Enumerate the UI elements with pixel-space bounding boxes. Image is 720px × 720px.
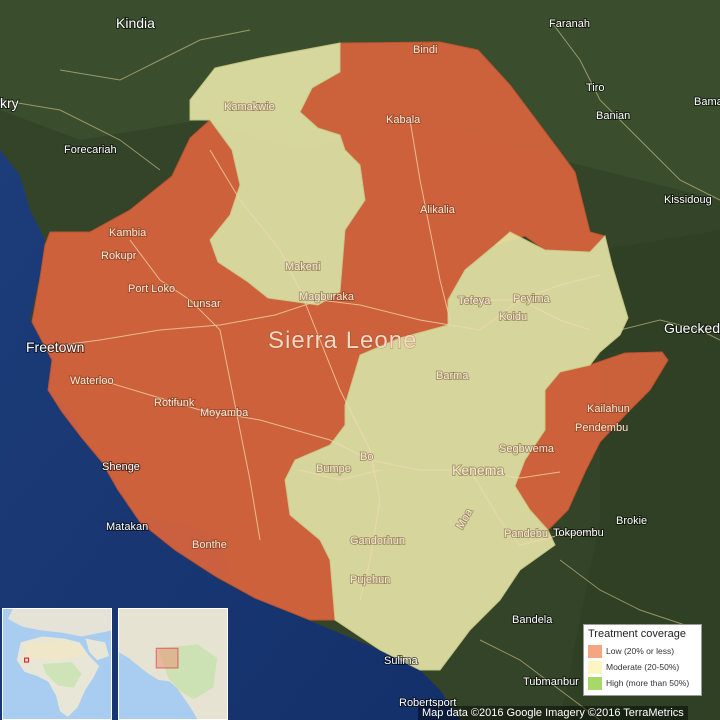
place-brokie: Brokie xyxy=(616,515,647,527)
place-rokupr: Rokupr xyxy=(101,250,137,262)
region-inset-svg xyxy=(119,609,227,719)
place-bama: Bama xyxy=(694,96,720,108)
arabia-shape xyxy=(85,638,110,661)
place-tiro: Tiro xyxy=(586,82,605,94)
place-rotifunk: Rotifunk xyxy=(154,397,195,409)
place-robertsport: Robertsport xyxy=(399,697,456,709)
place-banian: Banian xyxy=(596,110,630,122)
region-moderate-north xyxy=(189,42,366,306)
place-gueckedou: Gueckedo xyxy=(664,320,720,336)
legend-item-low: Low (20% or less) xyxy=(588,643,697,659)
map-attribution[interactable]: Map data ©2016 Google Imagery ©2016 Terr… xyxy=(418,706,688,720)
place-kabala: Kabala xyxy=(386,114,421,126)
place-gandorhun: Gandorhun xyxy=(350,535,405,547)
place-bo: Bo xyxy=(360,451,373,463)
legend-label-high: High (more than 50%) xyxy=(606,678,690,688)
place-kailahun: Kailahun xyxy=(587,403,630,415)
sierra-leone-box xyxy=(155,647,179,669)
place-alikalia: Alikalia xyxy=(420,204,456,216)
roads-outside xyxy=(0,19,720,720)
place-faranah: Faranah xyxy=(549,18,590,30)
place-matakan: Matakan xyxy=(106,521,148,533)
country-label: Sierra Leone xyxy=(268,327,417,354)
place-pendembu: Pendembu xyxy=(575,422,628,434)
legend-title: Treatment coverage xyxy=(588,628,687,640)
place-lunsar: Lunsar xyxy=(187,298,221,310)
place-shenge: Shenge xyxy=(102,461,140,473)
place-kambia: Kambia xyxy=(109,227,147,239)
place-moyamba: Moyamba xyxy=(200,407,249,419)
legend-swatch-moderate xyxy=(588,660,602,674)
sierra-leone-marker xyxy=(24,657,30,663)
legend: Treatment coverage Low (20% or less) Mod… xyxy=(583,624,702,696)
place-bonthe: Bonthe xyxy=(192,539,227,551)
legend-item-high: High (more than 50%) xyxy=(588,675,697,691)
inset-map-west-africa[interactable] xyxy=(118,608,228,720)
place-tubmanburg: Tubmanbur xyxy=(523,676,579,688)
place-tokpombu: Tokpombu xyxy=(553,527,604,539)
place-magburaka: Magburaka xyxy=(299,291,355,303)
place-barma: Barma xyxy=(436,370,469,382)
place-peyima: Peyima xyxy=(513,293,551,305)
place-freetown: Freetown xyxy=(26,339,84,355)
place-kindia: Kindia xyxy=(116,15,155,31)
place-bindi: Bindi xyxy=(413,44,437,56)
sahara-tint xyxy=(24,640,86,661)
place-makeni: Makeni xyxy=(285,261,320,273)
legend-label-moderate: Moderate (20-50%) xyxy=(606,662,680,672)
roads xyxy=(61,119,601,601)
ocean xyxy=(0,150,460,720)
africa-inset-svg xyxy=(3,609,111,719)
place-segbwema: Segbwema xyxy=(499,443,555,455)
place-waterloo: Waterloo xyxy=(70,375,114,387)
region-moderate-southeast xyxy=(284,231,629,671)
legend-label-low: Low (20% or less) xyxy=(606,646,675,656)
place-kissidougou: Kissidoug xyxy=(664,194,712,206)
europe-shape xyxy=(7,609,111,637)
place-bandela: Bandela xyxy=(512,614,553,626)
place-pandebu: Pandebu xyxy=(504,528,548,540)
place-kenema: Kenema xyxy=(452,462,504,478)
legend-swatch-high xyxy=(588,676,602,690)
place-koidu: Koidu xyxy=(499,311,527,323)
place-bumpe: Bumpe xyxy=(316,463,351,475)
place-sulima: Sulima xyxy=(384,655,419,667)
place-port-loko: Port Loko xyxy=(128,283,175,295)
place-forecariah: Forecariah xyxy=(64,144,117,156)
inset-map-africa[interactable] xyxy=(2,608,112,720)
central-green xyxy=(42,662,82,688)
legend-swatch-low xyxy=(588,644,602,658)
legend-item-moderate: Moderate (20-50%) xyxy=(588,659,697,675)
place-pujehun: Pujehun xyxy=(350,574,390,586)
place-kamakwie: Kamakwie xyxy=(224,101,275,113)
place-kry: kry xyxy=(0,95,19,111)
place-tefeya: Tefeya xyxy=(458,295,491,307)
